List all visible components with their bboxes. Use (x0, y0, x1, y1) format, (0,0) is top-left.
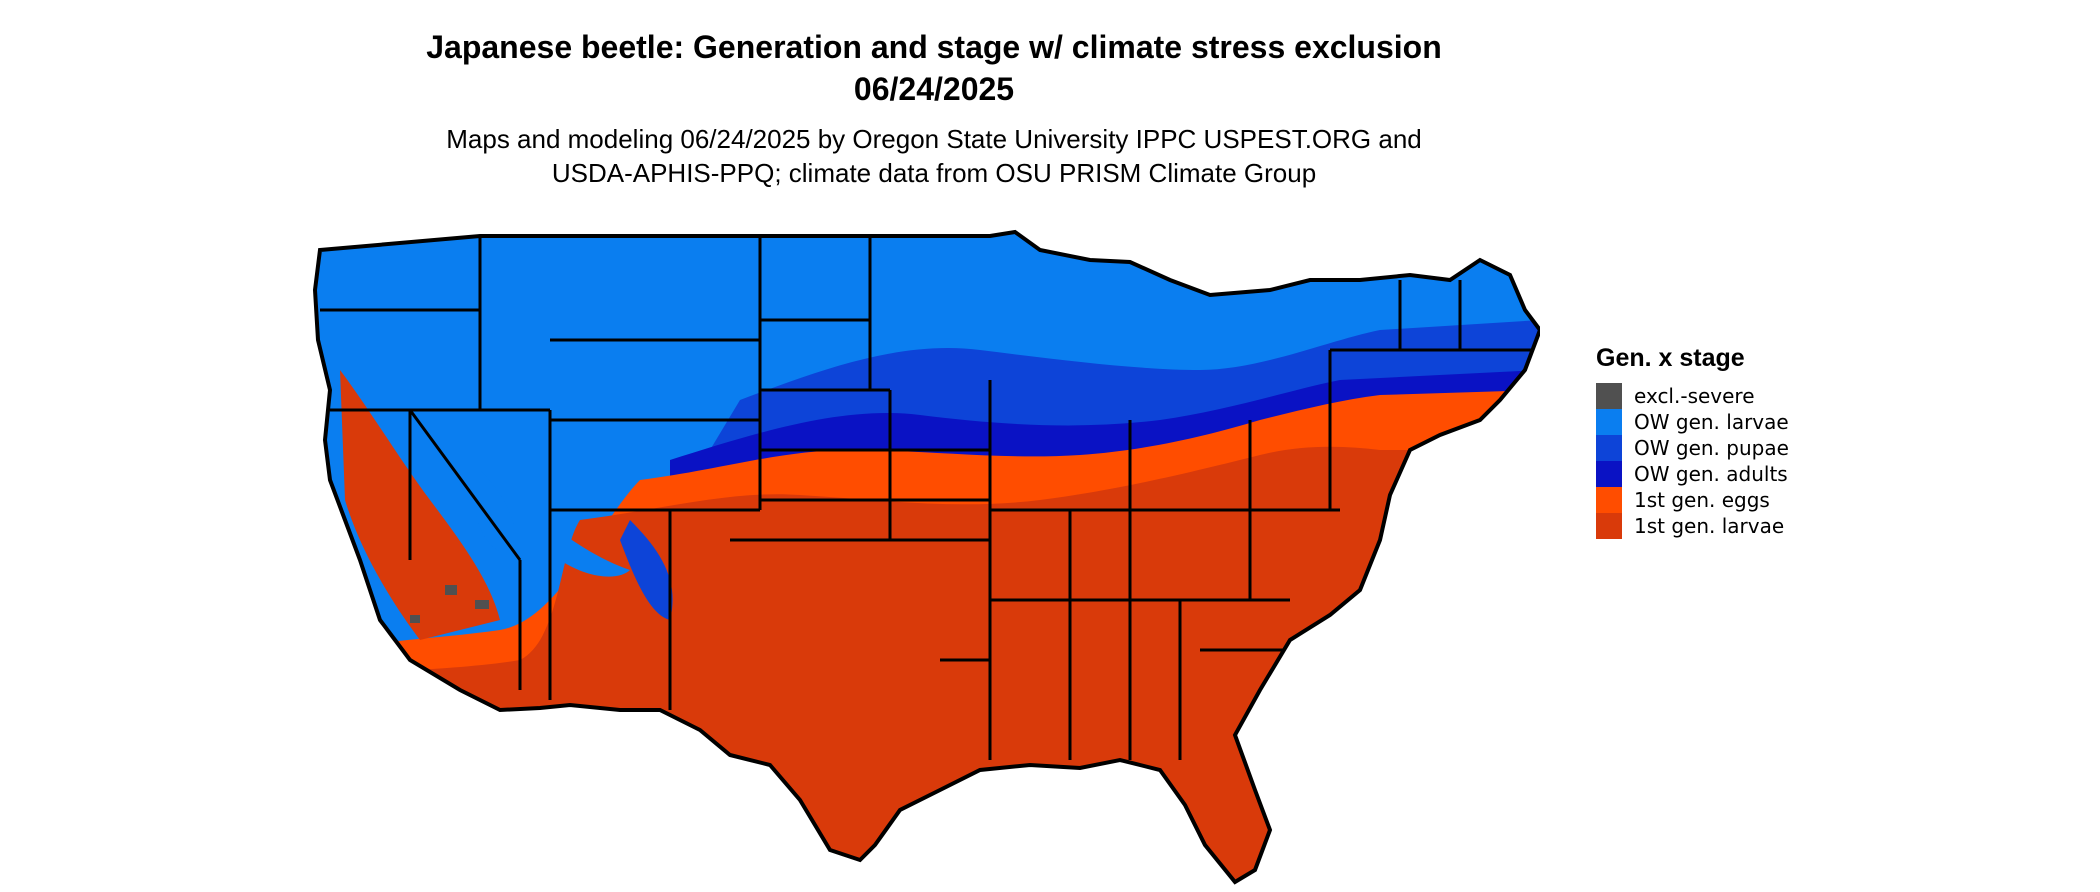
legend-label: OW gen. adults (1634, 462, 1788, 486)
subtitle-line-1: Maps and modeling 06/24/2025 by Oregon S… (446, 124, 1422, 154)
legend-swatch (1596, 435, 1622, 461)
legend-item: OW gen. pupae (1596, 435, 1789, 461)
stage-regions (315, 232, 1540, 882)
legend-swatch (1596, 409, 1622, 435)
legend-swatch (1596, 461, 1622, 487)
title-line-2: 06/24/2025 (853, 71, 1015, 107)
legend-swatch (1596, 383, 1622, 409)
region-california-larvae (340, 370, 500, 640)
legend-swatch (1596, 513, 1622, 539)
legend-label: 1st gen. larvae (1634, 514, 1785, 538)
region-excl-2 (475, 600, 489, 609)
region-az-mountains (545, 520, 630, 577)
legend-title: Gen. x stage (1596, 344, 1745, 372)
us-map (313, 230, 1540, 884)
legend-item: 1st gen. eggs (1596, 487, 1789, 513)
region-sierra-larvae (475, 470, 516, 553)
legend-label: excl.-severe (1634, 384, 1755, 408)
map-title: Japanese beetle: Generation and stage w/… (0, 26, 1868, 110)
legend-swatch (1596, 487, 1622, 513)
legend-item: OW gen. larvae (1596, 409, 1789, 435)
legend-item: OW gen. adults (1596, 461, 1789, 487)
region-nm-mountains (620, 520, 673, 620)
legend-item: 1st gen. larvae (1596, 513, 1789, 539)
state-borders (320, 236, 1540, 760)
legend-label: 1st gen. eggs (1634, 488, 1770, 512)
region-excl-1 (445, 585, 457, 595)
legend-label: OW gen. pupae (1634, 436, 1789, 460)
region-excl-3 (410, 615, 420, 623)
legend-items: excl.-severe OW gen. larvae OW gen. pupae O… (1596, 383, 1789, 539)
legend-label: OW gen. larvae (1634, 410, 1789, 434)
map-subtitle: Maps and modeling 06/24/2025 by Oregon S… (0, 122, 1868, 190)
subtitle-line-2: USDA-APHIS-PPQ; climate data from OSU PR… (551, 158, 1317, 188)
title-line-1: Japanese beetle: Generation and stage w/… (426, 29, 1442, 65)
legend-item: excl.-severe (1596, 383, 1789, 409)
legend: Gen. x stage excl.-severe OW gen. larvae O… (1596, 344, 1789, 539)
